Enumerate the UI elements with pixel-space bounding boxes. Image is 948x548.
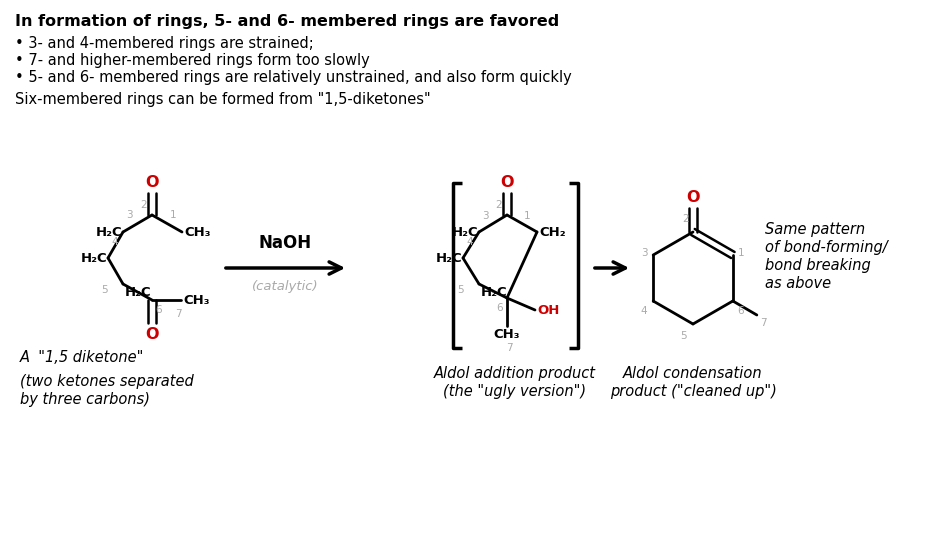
Text: Aldol addition product: Aldol addition product (434, 366, 596, 381)
Text: (two ketones separated: (two ketones separated (20, 374, 193, 389)
Text: 2: 2 (683, 214, 689, 224)
Text: 7: 7 (760, 318, 767, 328)
Text: H₂C: H₂C (481, 286, 507, 299)
Text: product ("cleaned up"): product ("cleaned up") (610, 384, 776, 399)
Text: 5: 5 (101, 285, 108, 295)
Text: OH: OH (537, 304, 559, 317)
Text: A  "1,5 diketone": A "1,5 diketone" (20, 350, 144, 365)
Text: bond breaking: bond breaking (765, 258, 871, 273)
Text: as above: as above (765, 276, 831, 291)
Text: by three carbons): by three carbons) (20, 392, 150, 407)
Text: Six-membered rings can be formed from "1,5-diketones": Six-membered rings can be formed from "1… (15, 92, 430, 107)
Text: • 7- and higher-membered rings form too slowly: • 7- and higher-membered rings form too … (15, 53, 370, 68)
Text: 3: 3 (126, 210, 133, 220)
Text: In formation of rings, 5- and 6- membered rings are favored: In formation of rings, 5- and 6- membere… (15, 14, 559, 29)
Text: Aldol condensation: Aldol condensation (623, 366, 763, 381)
Text: H₂C: H₂C (96, 226, 122, 239)
Text: O: O (501, 175, 514, 190)
Text: 6: 6 (155, 305, 161, 315)
Text: O: O (145, 327, 158, 342)
Text: 5: 5 (457, 285, 464, 295)
Text: 7: 7 (505, 343, 512, 353)
Text: CH₃: CH₃ (184, 225, 210, 238)
Text: (catalytic): (catalytic) (251, 280, 319, 293)
Text: • 3- and 4-membered rings are strained;: • 3- and 4-membered rings are strained; (15, 36, 314, 51)
Text: NaOH: NaOH (259, 234, 312, 252)
Text: H₂C: H₂C (125, 286, 152, 299)
Text: 5: 5 (681, 331, 687, 341)
Text: H₂C: H₂C (81, 253, 107, 265)
Text: 1: 1 (524, 211, 531, 221)
Text: 4: 4 (111, 237, 118, 247)
Text: O: O (145, 175, 158, 190)
Text: 4: 4 (641, 306, 647, 316)
Text: O: O (686, 190, 700, 205)
Text: 1: 1 (170, 210, 176, 220)
Text: 2: 2 (496, 200, 502, 210)
Text: CH₂: CH₂ (539, 225, 566, 238)
Text: 3: 3 (482, 211, 488, 221)
Text: CH₃: CH₃ (183, 294, 210, 306)
Text: Same pattern: Same pattern (765, 222, 866, 237)
Text: 6: 6 (737, 306, 743, 316)
Text: of bond-forming/: of bond-forming/ (765, 240, 887, 255)
Text: H₂C: H₂C (451, 226, 478, 239)
Text: 4: 4 (466, 237, 473, 247)
Text: 7: 7 (175, 309, 182, 319)
Text: 6: 6 (497, 303, 503, 313)
Text: 3: 3 (642, 248, 648, 258)
Text: 1: 1 (738, 248, 744, 258)
Text: (the "ugly version"): (the "ugly version") (444, 384, 587, 399)
Text: • 5- and 6- membered rings are relatively unstrained, and also form quickly: • 5- and 6- membered rings are relativel… (15, 70, 572, 85)
Text: 2: 2 (140, 200, 147, 210)
Text: CH₃: CH₃ (494, 328, 520, 341)
Text: H₂C: H₂C (435, 253, 462, 265)
